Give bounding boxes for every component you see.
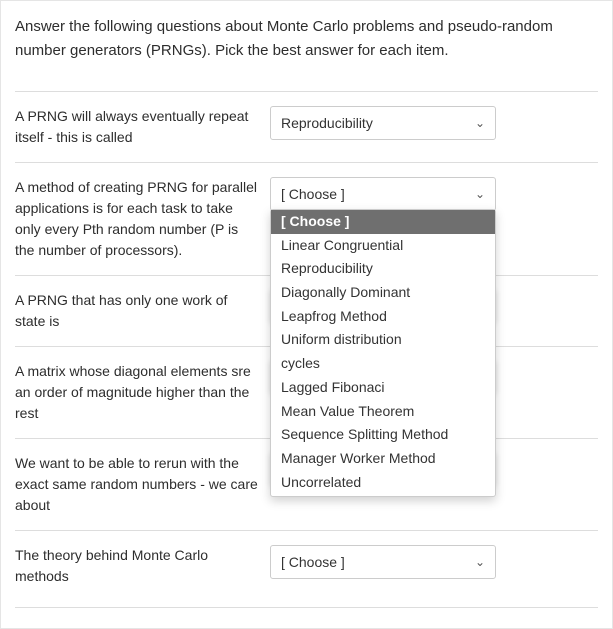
question-prompt: A PRNG that has only one work of state i… (15, 290, 270, 332)
chevron-down-icon: ⌄ (475, 187, 485, 201)
question-prompt: A method of creating PRNG for parallel a… (15, 177, 270, 261)
dropdown-option[interactable]: Lagged Fibonaci (271, 376, 495, 400)
question-prompt: A PRNG will always eventually repeat its… (15, 106, 270, 148)
dropdown-option[interactable]: Sequence Splitting Method (271, 423, 495, 447)
question-prompt: We want to be able to rerun with the exa… (15, 453, 270, 516)
select-value: [ Choose ] (281, 554, 345, 570)
chevron-down-icon: ⌄ (475, 116, 485, 130)
intro-text: Answer the following questions about Mon… (15, 15, 598, 63)
answer-select[interactable]: [ Choose ] ⌄ (270, 177, 496, 211)
answer-select[interactable]: Reproducibility ⌄ (270, 106, 496, 140)
dropdown-option[interactable]: Manager Worker Method (271, 447, 495, 471)
question-row: A method of creating PRNG for parallel a… (15, 162, 598, 275)
dropdown-menu: [ Choose ] Linear Congruential Reproduci… (270, 209, 496, 497)
dropdown-option[interactable]: Leapfrog Method (271, 305, 495, 329)
question-row: A PRNG will always eventually repeat its… (15, 91, 598, 162)
quiz-container: Answer the following questions about Mon… (0, 0, 613, 629)
dropdown-option[interactable]: [ Choose ] (271, 210, 495, 234)
question-prompt: The theory behind Monte Carlo methods (15, 545, 270, 587)
dropdown-option[interactable]: Mean Value Theorem (271, 400, 495, 424)
dropdown-option[interactable]: cycles (271, 352, 495, 376)
select-value: [ Choose ] (281, 186, 345, 202)
dropdown-option[interactable]: Linear Congruential (271, 234, 495, 258)
question-row: The theory behind Monte Carlo methods [ … (15, 530, 598, 601)
divider (15, 607, 598, 608)
chevron-down-icon: ⌄ (475, 555, 485, 569)
dropdown-option[interactable]: Uniform distribution (271, 328, 495, 352)
dropdown-option[interactable]: Reproducibility (271, 257, 495, 281)
answer-select[interactable]: [ Choose ] ⌄ (270, 545, 496, 579)
question-prompt: A matrix whose diagonal elements sre an … (15, 361, 270, 424)
select-value: Reproducibility (281, 115, 373, 131)
dropdown-option[interactable]: Diagonally Dominant (271, 281, 495, 305)
dropdown-option[interactable]: Uncorrelated (271, 471, 495, 495)
